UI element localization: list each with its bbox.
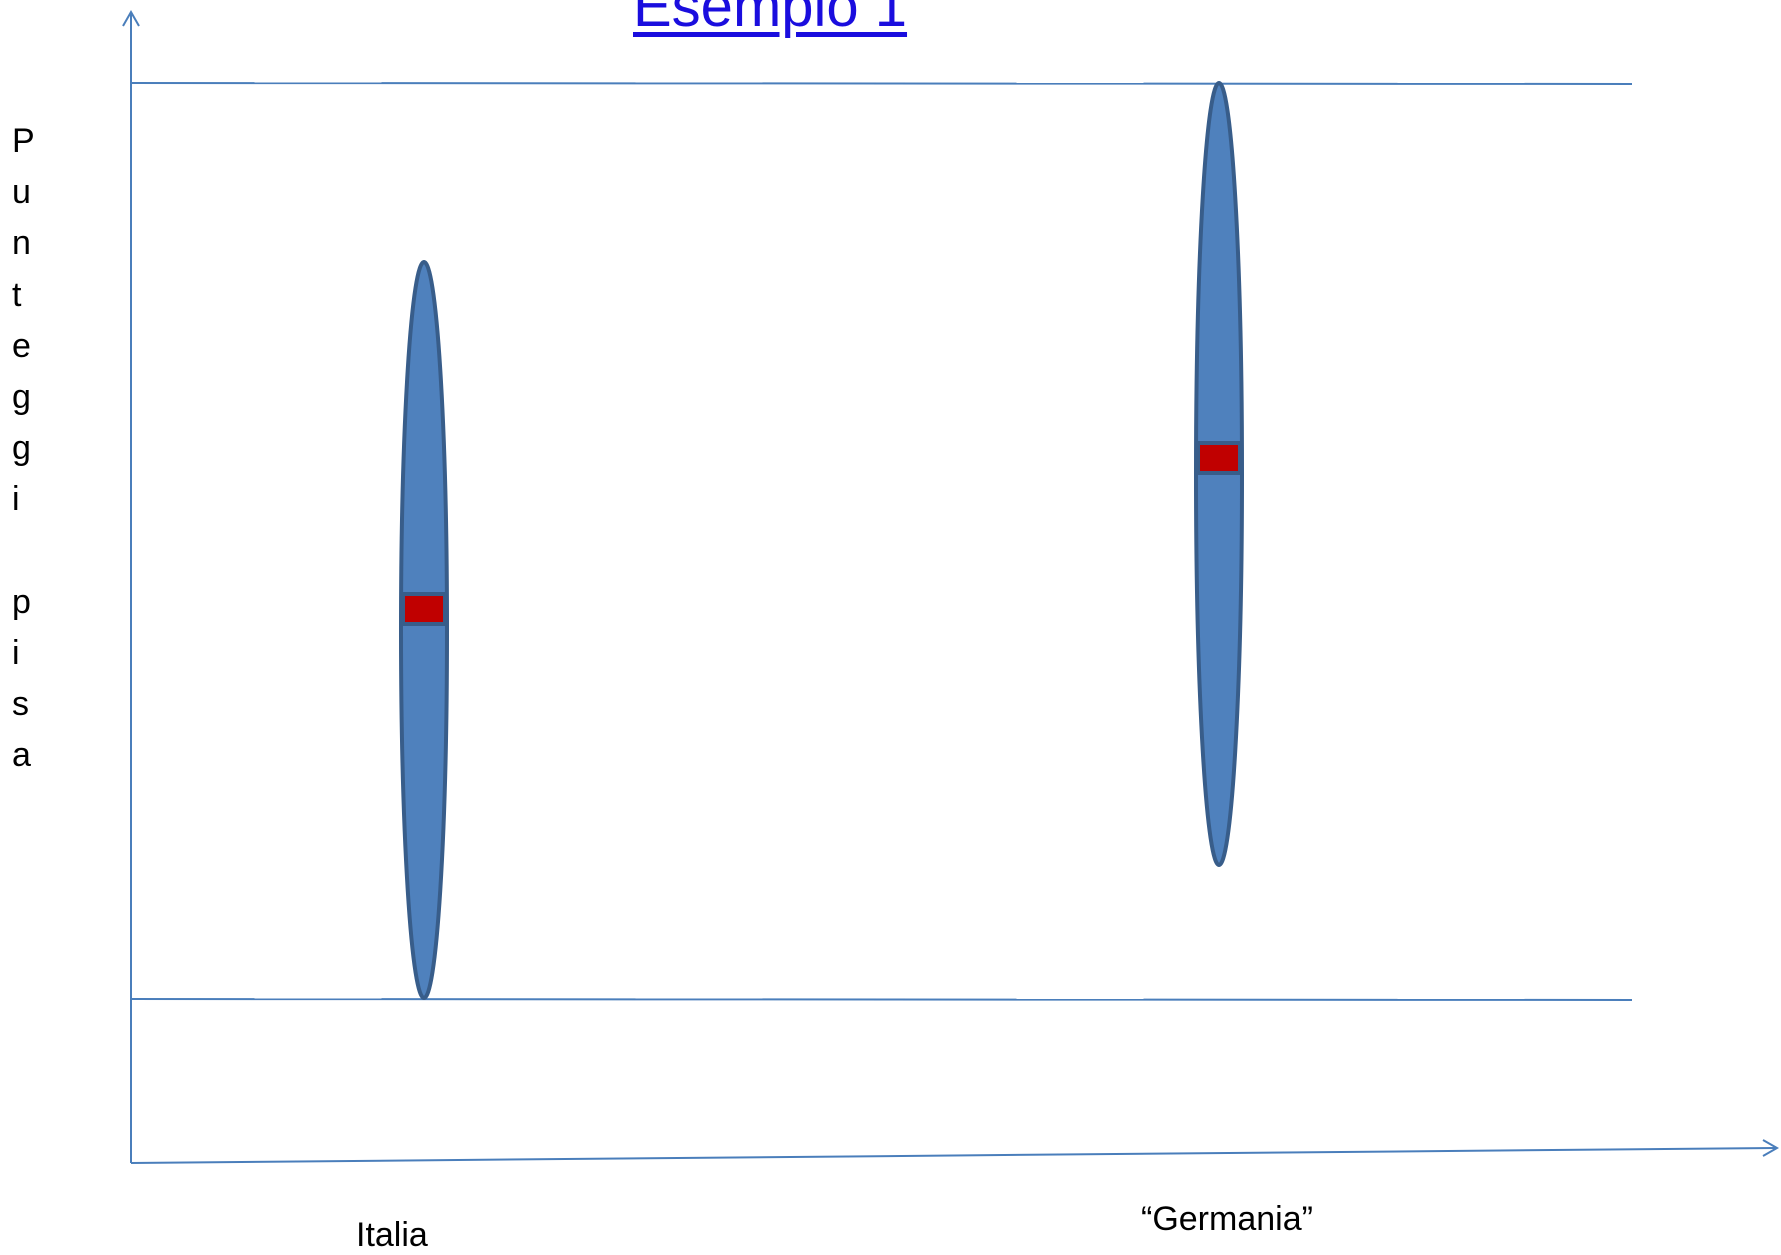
- y-axis: [122, 9, 140, 1163]
- y-axis-label-char: e: [12, 326, 31, 365]
- arrow-up-icon: [122, 9, 140, 27]
- diagram-title: Esempio 1: [633, 0, 908, 39]
- y-axis-label-char: s: [12, 685, 29, 724]
- italia-mean-marker: [401, 592, 447, 626]
- category-label-italia: Italia: [356, 1216, 428, 1254]
- y-axis-label-char: u: [12, 173, 31, 212]
- germania-distribution: [1194, 81, 1244, 867]
- y-axis-label-char: a: [12, 736, 31, 775]
- category-label-germania: “Germania”: [1141, 1200, 1313, 1238]
- y-axis-label-char: g: [12, 378, 31, 417]
- y-axis-label-char: i: [12, 634, 20, 673]
- y-axis-label-char: P: [12, 122, 35, 160]
- italia-distribution: [399, 260, 449, 1000]
- arrow-right-icon: [1762, 1139, 1780, 1157]
- upper-reference-line: [130, 82, 1633, 85]
- y-axis-label-char: t: [12, 275, 22, 314]
- y-axis-label-char: p: [12, 582, 31, 621]
- italia-ellipse: [399, 260, 449, 1000]
- y-axis-label-char: n: [12, 224, 31, 263]
- germania-mean-marker: [1196, 441, 1242, 475]
- y-axis-label-char: g: [12, 429, 31, 468]
- y-axis-label-char: [10, 526, 50, 577]
- y-axis-label-char: i: [12, 480, 20, 519]
- lower-reference-line: [130, 998, 1633, 1001]
- x-axis: [130, 1139, 1780, 1164]
